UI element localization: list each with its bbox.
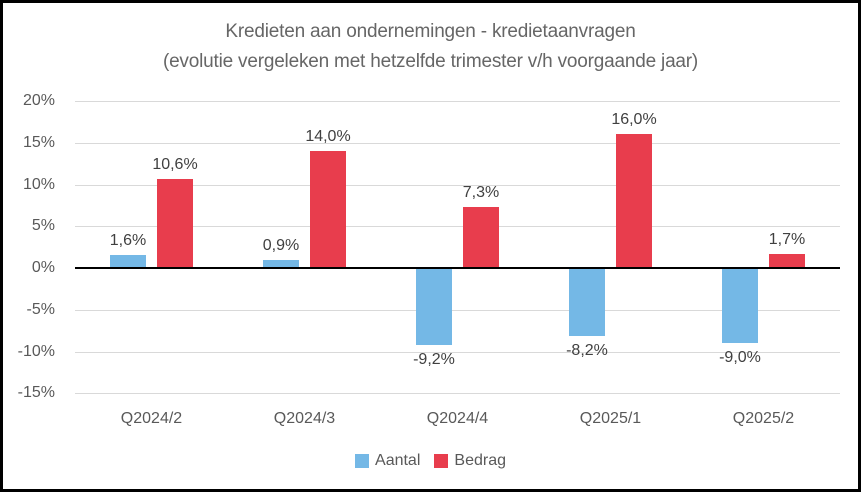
gridline <box>75 309 840 311</box>
bedrag-bar <box>616 134 652 268</box>
legend-item-bedrag: Bedrag <box>434 452 506 470</box>
y-axis-tick-label: -10% <box>17 342 55 360</box>
bedrag-bar <box>310 151 346 268</box>
data-label: 7,3% <box>462 184 500 202</box>
data-label: 1,7% <box>768 230 806 248</box>
y-axis-tick-label: 0% <box>31 259 55 276</box>
x-axis-zero-line <box>75 267 840 269</box>
legend-label-bedrag: Bedrag <box>454 452 506 469</box>
chart-title: Kredieten aan ondernemingen - kredietaan… <box>3 17 858 77</box>
x-axis-category-label: Q2024/3 <box>273 410 336 427</box>
data-label: -9,2% <box>413 350 455 368</box>
aantal-bar <box>569 268 605 337</box>
data-label: 0,9% <box>262 237 300 255</box>
gridline <box>75 351 840 353</box>
data-label: -9,0% <box>719 349 761 367</box>
bedrag-series-swatch-icon <box>434 454 449 468</box>
bedrag-bar <box>769 253 805 268</box>
data-label: -8,2% <box>566 342 608 360</box>
aantal-series-swatch-icon <box>355 454 370 468</box>
chart-title-line1: Kredieten aan ondernemingen - kredietaan… <box>225 21 636 42</box>
gridline <box>75 142 840 144</box>
y-axis-tick-label: 15% <box>22 133 55 151</box>
x-axis-category-label: Q2025/1 <box>579 410 642 427</box>
gridline <box>75 226 840 228</box>
aantal-bar <box>416 268 452 345</box>
aantal-bar <box>263 260 299 268</box>
gridline <box>75 393 840 395</box>
data-label: 10,6% <box>152 156 198 174</box>
y-axis-tick-label: 20% <box>22 92 55 109</box>
gridline <box>75 101 840 102</box>
data-label: 14,0% <box>305 128 351 146</box>
aantal-bar <box>110 254 146 268</box>
gridline <box>75 184 840 186</box>
data-label: 1,6% <box>109 231 147 249</box>
legend-label-aantal: Aantal <box>375 452 421 469</box>
y-axis-tick-label: 10% <box>22 175 55 193</box>
y-axis-tick-label: 5% <box>31 217 55 235</box>
x-axis-category-label: Q2024/4 <box>426 410 489 427</box>
data-label: 16,0% <box>611 111 657 129</box>
bedrag-bar <box>157 179 193 268</box>
aantal-bar <box>722 268 758 344</box>
x-axis-category-label: Q2024/2 <box>120 410 183 427</box>
plot-area: 20% 15% 10% 5% 0% -5% -10% -15% 1,6% 0,9% -9,2% -8,… <box>3 3 858 489</box>
legend: Aantal Bedrag <box>3 452 858 470</box>
y-axis-tick-label: -5% <box>26 300 55 318</box>
x-axis-category-label: Q2025/2 <box>732 410 795 427</box>
chart-title-line2: (evolutie vergeleken met hetzelfde trime… <box>162 51 699 72</box>
legend-item-aantal: Aantal <box>355 452 420 470</box>
y-axis-tick-label: -15% <box>17 384 55 402</box>
bedrag-bar <box>463 207 499 268</box>
